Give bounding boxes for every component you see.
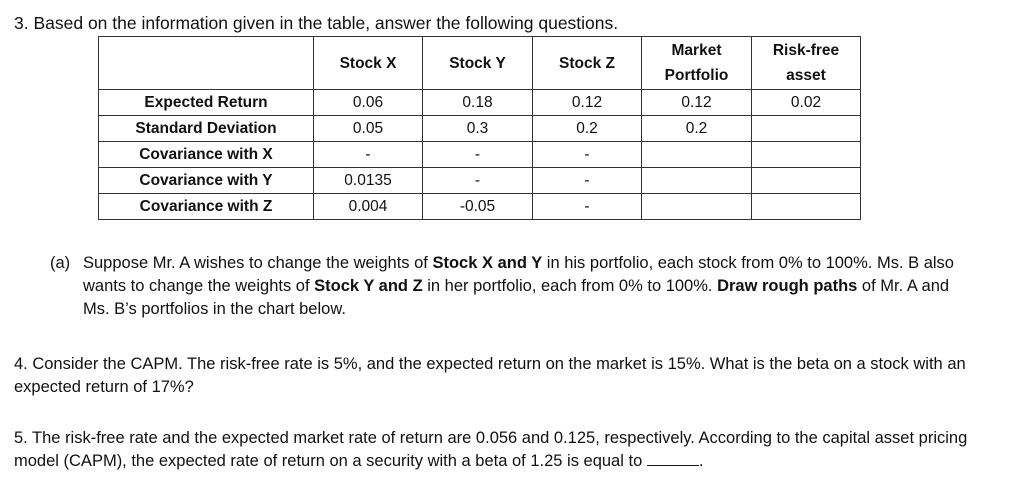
question-3a: (a) Suppose Mr. A wishes to change the w…: [50, 252, 980, 321]
table-cell: 0.0135: [313, 167, 423, 194]
header-stock-z: Stock Z: [532, 36, 642, 90]
data-table: Stock X Stock Y Stock Z Market Portfolio…: [98, 36, 861, 220]
bold-segment: Stock X and Y: [432, 254, 543, 272]
table-cell: 0.3: [422, 115, 533, 142]
table-cell: 0.05: [313, 115, 423, 142]
table-header-row: Stock X Stock Y Stock Z Market Portfolio…: [98, 36, 861, 90]
row-label: Covariance with Z: [98, 193, 314, 220]
table-cell: -: [422, 167, 533, 194]
question-3a-tag: (a): [50, 254, 71, 272]
table-row: Expected Return 0.06 0.18 0.12 0.12 0.02: [98, 89, 861, 116]
table-cell: -: [532, 193, 642, 220]
question-4: 4. Consider the CAPM. The risk-free rate…: [14, 355, 966, 396]
bold-segment: Draw rough paths: [717, 277, 858, 295]
text-segment: Suppose Mr. A wishes to change the weigh…: [83, 254, 433, 272]
question-3a-text: Suppose Mr. A wishes to change the weigh…: [83, 252, 980, 321]
header-blank: [98, 36, 314, 90]
table-row: Covariance with X - - -: [98, 141, 861, 168]
answer-blank: [646, 451, 699, 466]
table-cell: [751, 193, 861, 220]
row-label: Covariance with Y: [98, 167, 314, 194]
table-cell: -: [532, 167, 642, 194]
table-cell: 0.12: [532, 89, 642, 116]
bold-segment: Stock Y and Z: [314, 277, 423, 295]
header-stock-x: Stock X: [313, 36, 423, 90]
question-5-text: 5. The risk-free rate and the expected m…: [14, 429, 968, 470]
header-market-portfolio: Market Portfolio: [641, 36, 752, 90]
row-label: Standard Deviation: [98, 115, 314, 142]
table-cell: -: [422, 141, 533, 168]
table-cell: -: [532, 141, 642, 168]
table-cell: [751, 167, 861, 194]
table-cell: 0.2: [641, 115, 752, 142]
header-stock-y: Stock Y: [422, 36, 533, 90]
table-cell: [641, 193, 752, 220]
text-segment: of Mr. A and Ms. B’s portfolios in the c…: [83, 277, 950, 318]
question-5: 5. The risk-free rate and the expected m…: [14, 427, 1004, 473]
table-cell: [641, 141, 752, 168]
question-3-title: 3. Based on the information given in the…: [14, 13, 619, 33]
row-label: Covariance with X: [98, 141, 314, 168]
table-cell: 0.18: [422, 89, 533, 116]
text-segment: in her portfolio, each from 0% to 100%.: [422, 277, 718, 295]
row-label: Expected Return: [98, 89, 314, 116]
table-cell: 0.02: [751, 89, 861, 116]
table-cell: [641, 167, 752, 194]
table-row: Standard Deviation 0.05 0.3 0.2 0.2: [98, 115, 861, 142]
table-row: Covariance with Y 0.0135 - -: [98, 167, 861, 194]
table-row: Covariance with Z 0.004 -0.05 -: [98, 193, 861, 220]
table-cell: [751, 115, 861, 142]
table-cell: -: [313, 141, 423, 168]
table-cell: 0.12: [641, 89, 752, 116]
table-cell: 0.2: [532, 115, 642, 142]
table-cell: 0.004: [313, 193, 423, 220]
table-cell: [751, 141, 861, 168]
table-cell: 0.06: [313, 89, 423, 116]
header-risk-free-asset: Risk-free asset: [751, 36, 861, 90]
text-segment: in his portfolio, each stock from 0% to …: [83, 254, 954, 295]
question-5-end: .: [698, 452, 704, 470]
table-cell: -0.05: [422, 193, 533, 220]
